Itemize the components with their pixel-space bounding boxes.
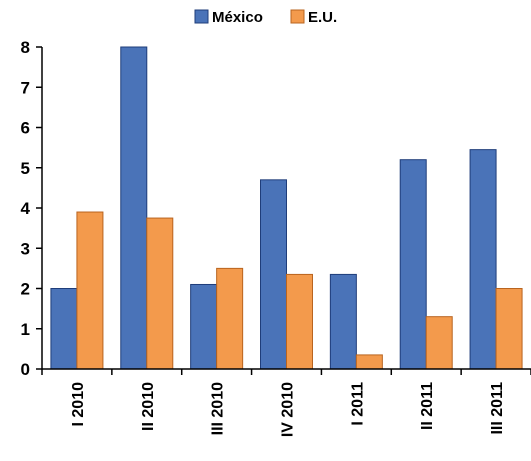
- y-tick-label: 4: [21, 199, 31, 218]
- y-tick-label: 2: [21, 280, 30, 299]
- bar-mexico: [260, 179, 287, 370]
- bar-eu: [495, 288, 523, 370]
- y-tick-label: 3: [21, 239, 30, 258]
- x-category-label: IV 2010: [280, 382, 297, 437]
- legend-label-eu: E.U.: [308, 9, 337, 26]
- bar-eu: [216, 267, 244, 370]
- y-tick-label: 6: [21, 119, 30, 138]
- chart-legend: México E.U.: [194, 9, 337, 26]
- bar-mexico: [190, 283, 218, 370]
- bar-eu: [355, 354, 383, 370]
- y-tick-label: 8: [21, 38, 30, 57]
- legend-swatch-eu: [290, 9, 305, 24]
- bar-eu: [146, 217, 174, 370]
- bar-mexico: [469, 149, 497, 370]
- bar-eu: [286, 273, 313, 370]
- x-axis: I 2010 II 2010 III 2010 IV 2010 I 2011 II 201…: [41, 368, 531, 437]
- y-axis: 0 1 2 3 4 5 6 7 8: [21, 38, 43, 379]
- x-category-label: I 2011: [349, 382, 366, 426]
- legend-swatch-mexico: [194, 9, 209, 24]
- y-tick-label: 7: [21, 78, 30, 97]
- bar-mexico: [120, 46, 148, 370]
- bar-eu: [76, 211, 104, 370]
- y-tick-label: 5: [21, 159, 30, 178]
- x-category-label: II 2010: [140, 382, 157, 431]
- y-tick-label: 0: [21, 360, 30, 379]
- bars-group: [50, 46, 523, 370]
- y-tick-label: 1: [21, 320, 30, 339]
- bar-mexico: [329, 273, 357, 370]
- bar-mexico: [399, 159, 427, 370]
- x-category-label: II 2011: [419, 382, 436, 430]
- x-category-label: I 2010: [70, 382, 87, 427]
- bar-mexico: [50, 288, 78, 370]
- legend-label-mexico: México: [212, 9, 263, 26]
- bar-eu: [425, 316, 453, 370]
- x-category-label: III 2011: [489, 382, 506, 435]
- x-category-label: III 2010: [210, 382, 227, 435]
